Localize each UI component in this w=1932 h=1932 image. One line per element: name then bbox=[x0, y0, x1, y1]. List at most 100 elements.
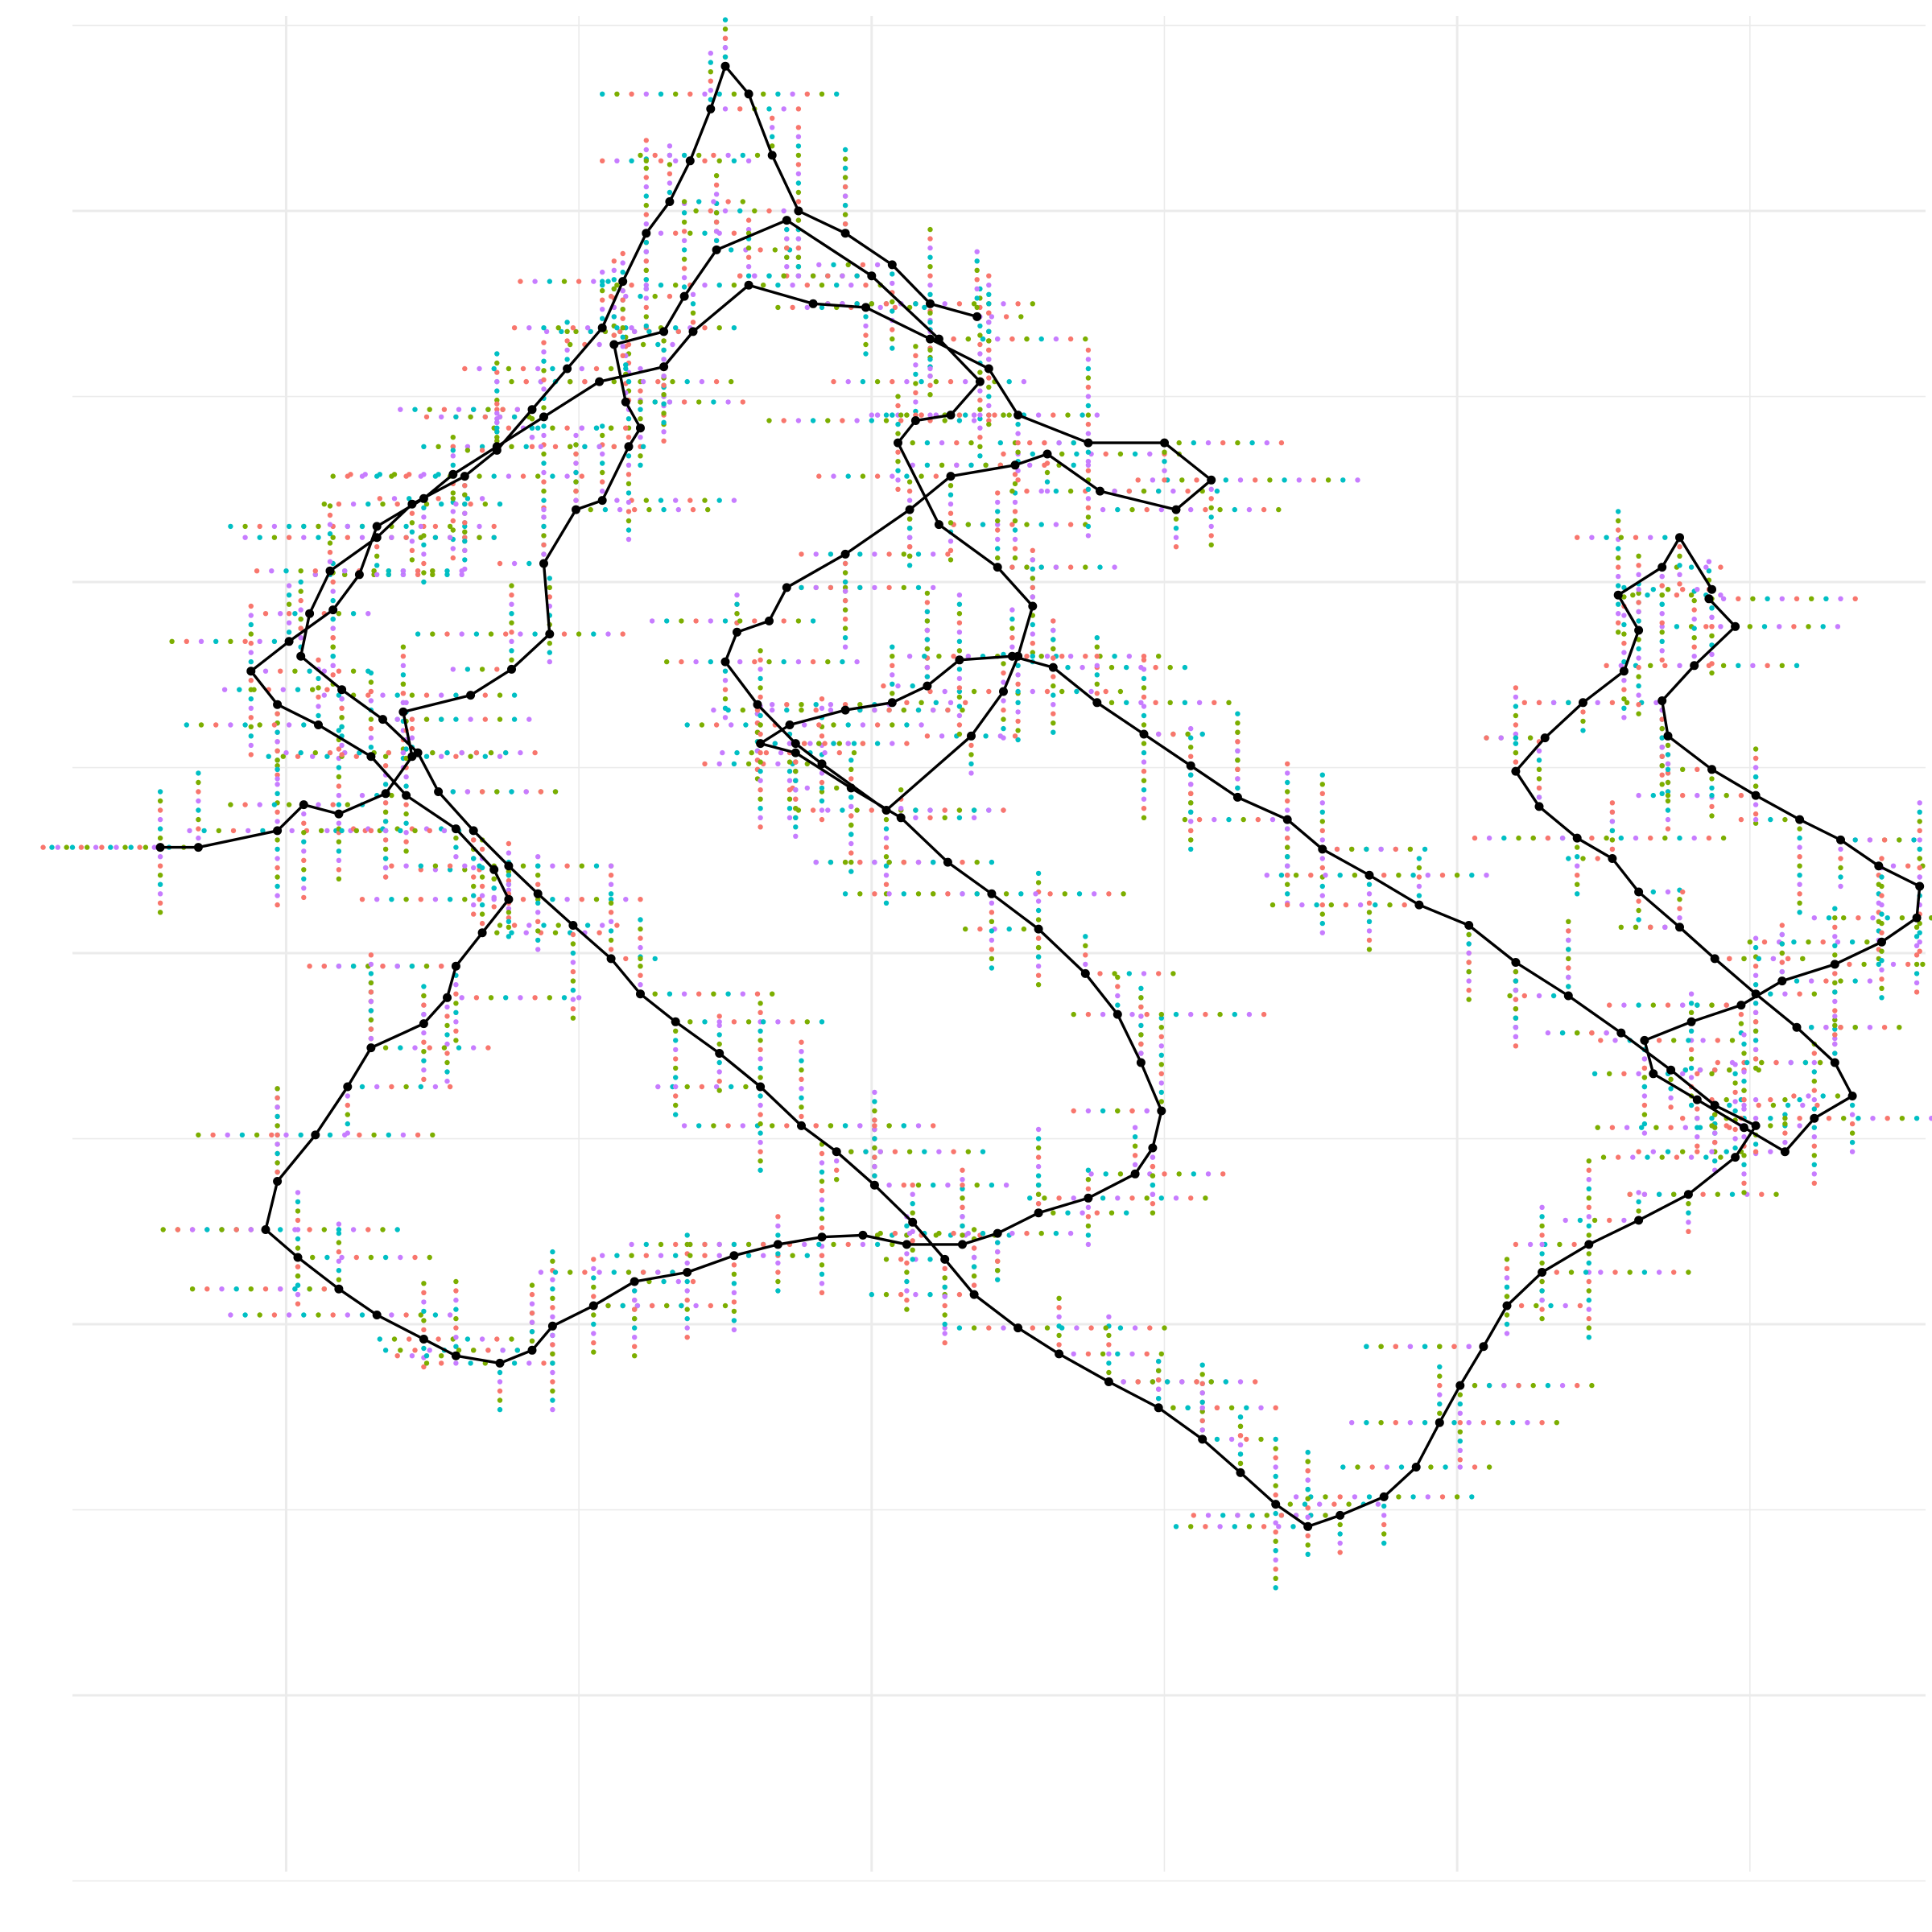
walk-point bbox=[273, 1177, 283, 1186]
cloud-point bbox=[956, 685, 963, 691]
cloud-point bbox=[1012, 481, 1018, 487]
cloud-point bbox=[283, 568, 289, 574]
cloud-point bbox=[927, 365, 933, 372]
cloud-point bbox=[898, 1291, 904, 1298]
cloud-point bbox=[550, 1258, 555, 1264]
walk-point bbox=[1055, 1349, 1064, 1359]
cloud-point bbox=[1504, 1294, 1510, 1299]
cloud-point bbox=[915, 707, 922, 713]
cloud-point bbox=[913, 371, 919, 378]
cloud-point bbox=[1621, 1002, 1627, 1008]
cloud-point bbox=[652, 152, 658, 159]
cloud-point bbox=[561, 631, 568, 637]
cloud-point bbox=[418, 863, 423, 869]
cloud-point bbox=[745, 1019, 752, 1025]
cloud-point bbox=[301, 839, 307, 844]
cloud-point bbox=[529, 1329, 535, 1335]
cloud-point bbox=[713, 1084, 720, 1090]
cloud-point bbox=[974, 258, 980, 264]
cloud-point bbox=[1162, 468, 1167, 473]
cloud-point bbox=[766, 658, 772, 665]
cloud-point bbox=[301, 857, 307, 864]
cloud-point bbox=[1162, 1171, 1167, 1177]
cloud-point bbox=[1659, 624, 1665, 630]
cloud-point bbox=[971, 1273, 977, 1279]
cloud-point bbox=[1513, 694, 1519, 700]
cloud-point bbox=[547, 279, 552, 284]
cloud-point bbox=[526, 716, 532, 722]
cloud-point bbox=[1580, 718, 1586, 724]
cloud-point bbox=[418, 1312, 423, 1318]
cloud-point bbox=[1249, 440, 1255, 446]
cloud-point bbox=[1504, 1257, 1510, 1262]
cloud-point bbox=[758, 787, 763, 793]
cloud-point bbox=[1129, 506, 1135, 513]
cloud-point bbox=[453, 982, 459, 988]
cloud-point bbox=[1407, 846, 1414, 852]
cloud-point bbox=[1015, 681, 1021, 687]
cloud-point bbox=[1616, 573, 1621, 580]
cloud-point bbox=[444, 568, 450, 574]
cloud-point bbox=[927, 264, 933, 270]
cloud-point bbox=[1665, 779, 1671, 786]
cloud-point bbox=[479, 667, 485, 672]
walk-point bbox=[685, 156, 695, 166]
walk-point bbox=[372, 522, 382, 531]
cloud-point bbox=[301, 811, 307, 817]
cloud-point bbox=[301, 876, 307, 882]
cloud-point bbox=[790, 1253, 795, 1258]
cloud-point bbox=[939, 733, 945, 739]
cloud-point bbox=[1604, 835, 1609, 841]
cloud-point bbox=[432, 1312, 439, 1318]
cloud-point bbox=[971, 412, 977, 418]
cloud-point bbox=[883, 1291, 890, 1298]
cloud-point bbox=[529, 1311, 535, 1316]
cloud-point bbox=[638, 926, 643, 932]
cloud-point bbox=[1030, 557, 1036, 563]
cloud-point bbox=[886, 859, 892, 865]
cloud-point bbox=[1053, 522, 1059, 527]
cloud-point bbox=[1001, 451, 1006, 457]
cloud-point bbox=[1557, 1241, 1563, 1248]
cloud-point bbox=[242, 802, 248, 807]
cloud-point bbox=[611, 286, 617, 291]
cloud-point bbox=[784, 245, 790, 251]
cloud-point bbox=[1273, 1464, 1278, 1470]
cloud-point bbox=[1806, 624, 1811, 630]
cloud-point bbox=[737, 618, 743, 624]
walk-point bbox=[460, 472, 469, 481]
cloud-point bbox=[368, 735, 374, 741]
cloud-point bbox=[336, 783, 342, 789]
cloud-point bbox=[708, 88, 713, 93]
cloud-point bbox=[956, 418, 963, 423]
cloud-point bbox=[591, 1265, 597, 1272]
cloud-point bbox=[652, 293, 658, 299]
cloud-point bbox=[890, 327, 895, 332]
cloud-point bbox=[1688, 1154, 1695, 1160]
cloud-point bbox=[754, 707, 761, 713]
cloud-point bbox=[1012, 555, 1018, 561]
walk-point bbox=[706, 104, 716, 114]
cloud-point bbox=[350, 1227, 357, 1232]
cloud-point bbox=[1521, 700, 1528, 705]
cloud-point bbox=[196, 798, 201, 804]
cloud-point bbox=[412, 407, 418, 412]
cloud-point bbox=[822, 749, 828, 756]
cloud-point bbox=[198, 638, 204, 644]
cloud-point bbox=[1665, 766, 1671, 772]
cloud-point bbox=[591, 1257, 597, 1262]
cloud-point bbox=[506, 910, 512, 915]
cloud-point bbox=[1718, 592, 1724, 598]
cloud-point bbox=[995, 546, 1001, 551]
cloud-point bbox=[1695, 1134, 1700, 1140]
cloud-point bbox=[591, 1349, 597, 1355]
cloud-point bbox=[278, 668, 283, 674]
cloud-point bbox=[804, 1019, 810, 1025]
cloud-point bbox=[1170, 971, 1176, 976]
cloud-point bbox=[1586, 1195, 1592, 1201]
cloud-point bbox=[1604, 535, 1609, 540]
walk-point bbox=[563, 364, 572, 374]
cloud-point bbox=[913, 412, 919, 418]
cloud-point bbox=[1659, 648, 1665, 654]
walk-point bbox=[846, 783, 856, 793]
